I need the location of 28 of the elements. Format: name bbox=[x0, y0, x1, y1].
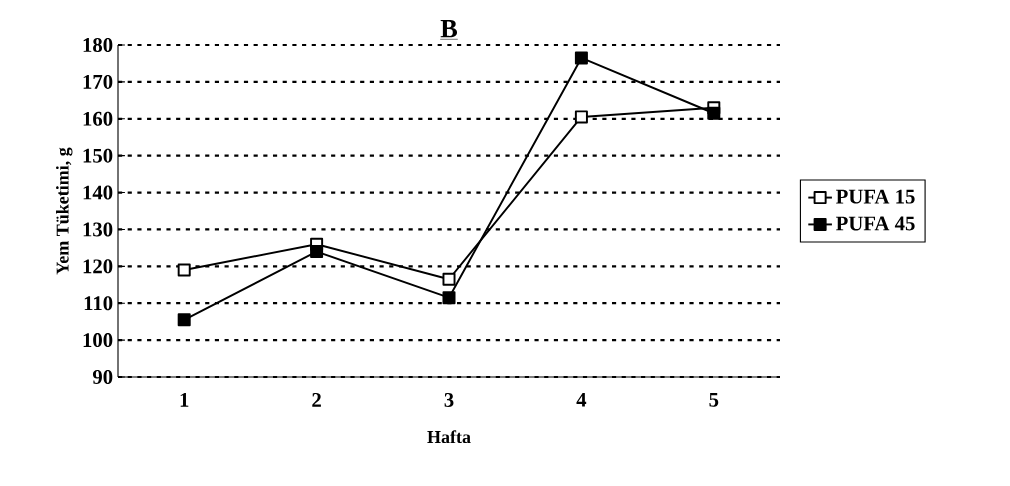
y-tick-label: 140 bbox=[83, 185, 113, 200]
y-tick-label: 90 bbox=[92, 370, 113, 384]
chart-title: B bbox=[440, 20, 458, 38]
point bbox=[707, 106, 721, 120]
x-tick-label: 3 bbox=[444, 392, 454, 407]
point bbox=[310, 245, 324, 259]
y-axis-title: Yem Tüketimi, g bbox=[56, 147, 73, 275]
point bbox=[177, 263, 191, 277]
x-axis-title: Hafta bbox=[427, 430, 471, 444]
point bbox=[574, 51, 588, 65]
x-tick-label: 1 bbox=[180, 392, 189, 407]
y-tick-label: 180 bbox=[83, 38, 113, 53]
x-tick-label: 4 bbox=[576, 392, 587, 407]
y-tick-label: 110 bbox=[84, 296, 113, 311]
x-tick-label: 5 bbox=[709, 392, 719, 407]
y-tick-label: 150 bbox=[83, 148, 113, 163]
y-tick-label: 170 bbox=[83, 74, 113, 89]
legend-label: PUFA 45 bbox=[836, 216, 915, 231]
y-tick-label: 120 bbox=[83, 259, 113, 274]
y-tick-label: 130 bbox=[83, 222, 113, 237]
point bbox=[442, 272, 456, 286]
point bbox=[177, 313, 191, 327]
point bbox=[442, 291, 456, 305]
y-tick-label: 100 bbox=[83, 333, 113, 348]
point bbox=[574, 110, 588, 124]
x-tick-label: 2 bbox=[312, 392, 321, 407]
legend-label: PUFA 15 bbox=[836, 189, 915, 204]
y-tick-label: 160 bbox=[83, 111, 113, 126]
